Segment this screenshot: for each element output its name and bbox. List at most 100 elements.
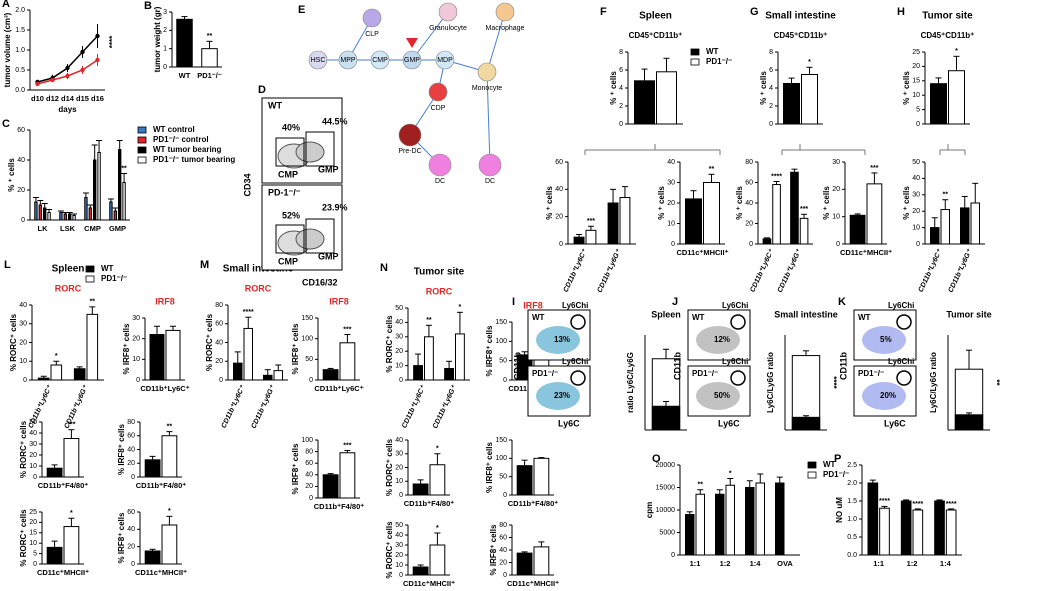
y-tick-label: 20: [555, 214, 563, 221]
y-axis-label: % ⁺ cells: [7, 158, 16, 192]
y-tick-label: 50: [395, 522, 403, 529]
y-axis-label: % RORC⁺ cells: [19, 509, 28, 567]
y-axis-label: NO uM: [835, 497, 844, 523]
y-tick-label: 150: [495, 319, 507, 326]
panel-title: Tumor site: [922, 11, 973, 22]
y-tick-label: 0: [671, 552, 675, 559]
y-tick-label: 20: [912, 208, 920, 215]
legend-swatch: [690, 48, 700, 56]
cell-population: [295, 141, 325, 163]
bar: [516, 552, 533, 576]
y-tick-label: 30: [132, 315, 140, 322]
y-tick-label: 10: [29, 463, 37, 470]
flow-label: 23.9%: [322, 202, 348, 212]
y-tick-label: 8: [769, 49, 773, 56]
y-tick-label: 30: [395, 334, 403, 341]
y-tick-label: 20: [127, 544, 135, 551]
y-tick-label: 10: [667, 220, 675, 227]
significance: ***: [800, 206, 808, 213]
y-tick-label: 25: [912, 49, 920, 56]
bar: [59, 212, 63, 221]
y-axis-label: % RORC⁺ cells: [205, 313, 214, 371]
y-tick-label: 50: [499, 474, 507, 481]
bar: [960, 207, 970, 245]
y-tick-label: 40: [395, 437, 403, 444]
gate: [305, 131, 335, 167]
significance: *: [729, 470, 732, 477]
y-tick-label: 0: [503, 492, 507, 499]
cell: [495, 2, 515, 22]
x-tick-label: 1:2: [720, 559, 731, 568]
significance: ***: [870, 165, 878, 172]
bar: [762, 238, 772, 245]
y-tick-label: 40: [305, 472, 313, 479]
bar: [685, 198, 702, 245]
gate: [896, 370, 912, 386]
legend-swatch: [137, 136, 147, 144]
panel-title: Tumor site: [946, 309, 991, 319]
bar: [413, 365, 423, 381]
y-axis-label: % ⁺ cells: [759, 71, 768, 105]
bar: [88, 207, 92, 221]
bar: [37, 377, 50, 381]
y-tick-label: 5: [916, 106, 920, 113]
arrow: [486, 11, 506, 73]
cell: [477, 62, 497, 82]
panel-title: Small intestine: [223, 264, 294, 275]
y-tick-label: 0: [136, 377, 140, 384]
bar: [867, 482, 879, 556]
node-label: MPP: [340, 57, 356, 64]
legend-label: PD1⁻/⁻: [706, 57, 732, 66]
y-tick-label: 0: [836, 241, 840, 248]
significance: **: [709, 166, 715, 173]
y-tick-label: 2.0: [847, 480, 857, 487]
panel-title: Small intestine: [774, 309, 838, 319]
bar: [772, 184, 781, 245]
flow-label: Ly6Chi: [722, 357, 748, 366]
legend-label: PD1⁻/⁻ tumor bearing: [153, 155, 235, 164]
flow-label: PD1⁻/⁻: [532, 369, 558, 378]
flow-label: Ly6Chi: [888, 357, 914, 366]
axis-label: Ly6C: [884, 418, 906, 428]
flow-label: PD1⁻/⁻: [692, 369, 718, 378]
cell: [438, 2, 458, 22]
significance: *: [808, 59, 811, 66]
significance: *: [70, 510, 73, 517]
panel-letter: D: [258, 84, 266, 96]
y-tick-label: 2: [769, 103, 773, 110]
y-tick-label: 40: [745, 200, 753, 207]
bar: [243, 327, 253, 381]
bar: [144, 550, 161, 565]
cell-population: [295, 228, 325, 250]
y-tick-label: 25: [29, 509, 37, 516]
significance: **: [90, 299, 96, 306]
bar: [47, 212, 51, 221]
bar: [149, 334, 165, 381]
y-tick-label: 0: [503, 572, 507, 579]
bar: [233, 362, 243, 381]
y-tick-label: 1.0: [15, 47, 25, 54]
y-tick-label: 30: [912, 192, 920, 199]
y-tick-label: 0.5: [15, 67, 25, 74]
y-tick-label: 0: [33, 474, 37, 481]
x-tick-label: CD11c⁺MHCII⁺: [37, 568, 89, 577]
x-tick-label: CD11b⁺F4/80⁺: [508, 499, 558, 508]
bar: [715, 493, 725, 556]
bar: [263, 374, 273, 381]
bar: [68, 213, 72, 221]
y-tick-label: 20: [17, 187, 25, 194]
legend-label: WT tumor bearing: [153, 145, 222, 154]
bar: [801, 74, 818, 125]
x-tick-label: CMP: [84, 224, 101, 233]
y-tick-label: 10: [832, 214, 840, 221]
panel-letter: B: [144, 0, 152, 12]
x-tick-label: 1:2: [907, 559, 918, 568]
flow-label: 23%: [554, 391, 570, 400]
bar: [93, 159, 97, 221]
y-tick-label: 20: [127, 460, 135, 467]
x-tick-label: CD11c⁺MHCII⁺: [135, 568, 187, 577]
flow-label: 12%: [714, 335, 730, 344]
bar: [725, 484, 735, 556]
flow-label: 52%: [282, 210, 300, 220]
y-tick-label: 40: [127, 526, 135, 533]
